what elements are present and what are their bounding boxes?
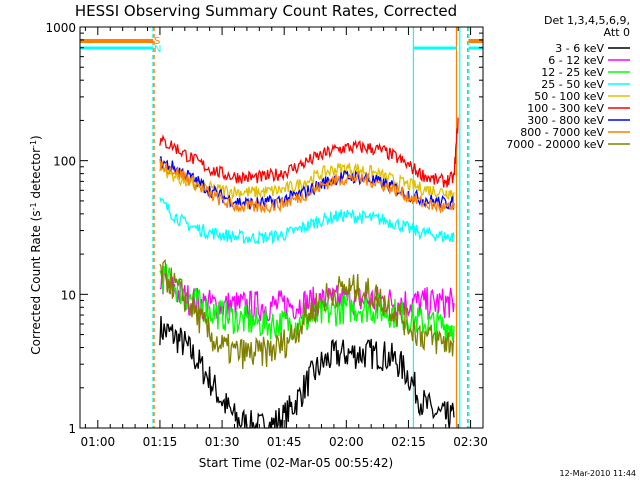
legend-label: 300 - 800 keV (527, 114, 604, 127)
series-7000-20000kev (159, 258, 455, 370)
legend-entry: 100 - 300 keV (527, 102, 630, 115)
series-3-6kev (159, 315, 455, 429)
series-100-300kev (159, 117, 459, 188)
x-tick-label: 01:15 (143, 435, 178, 449)
y-axis-label-end: ) (29, 135, 43, 140)
legend-label: 12 - 25 keV (541, 66, 604, 79)
plot-frame (79, 26, 484, 429)
y-axis-label-mid: detector (29, 148, 43, 203)
observing-intervals (152, 27, 470, 428)
saa-night-markers: SN (80, 36, 483, 55)
series-line (159, 197, 455, 245)
series-50-100kev (159, 161, 455, 201)
chart-title: HESSI Observing Summary Count Rates, Cor… (75, 2, 457, 20)
legend-entry: 25 - 50 keV (541, 78, 630, 91)
legend-label: 50 - 100 keV (534, 90, 604, 103)
y-tick-label: 10 (61, 288, 76, 302)
y-axis-label-main: Corrected Count Rate (s (29, 210, 43, 354)
y-tick-label: 100 (53, 155, 76, 169)
y-axis-label-sup2: -1 (29, 140, 38, 148)
x-tick-label: 02:30 (453, 435, 488, 449)
series-line (159, 117, 459, 188)
legend-label: 3 - 6 keV (555, 42, 604, 55)
legend-label: 7000 - 20000 keV (506, 138, 604, 151)
legend-entry: 800 - 7000 keV (520, 126, 630, 139)
legend-entry: 50 - 100 keV (534, 90, 630, 103)
series-25-50kev (159, 197, 455, 245)
series-300-800kev (159, 156, 455, 210)
series-6-12kev (159, 268, 455, 323)
series-line (159, 158, 455, 215)
x-tick-label: 01:00 (81, 435, 116, 449)
legend-entry: 300 - 800 keV (527, 114, 630, 127)
night-label: N (154, 44, 161, 55)
y-axis-label: Corrected Count Rate (s-1 detector-1) (29, 135, 44, 354)
footer-timestamp: 12-Mar-2010 11:44 (560, 469, 637, 478)
series-line (159, 156, 455, 210)
x-tick-label: 02:15 (391, 435, 426, 449)
y-tick-label: 1000 (45, 21, 76, 35)
x-axis-label: Start Time (02-Mar-05 00:55:42) (199, 456, 393, 470)
legend-entry: 6 - 12 keV (548, 54, 630, 67)
y-axis-label-sup1: -1 (29, 202, 38, 210)
legend-label: 800 - 7000 keV (520, 126, 604, 139)
axis-ticks: 01:00 01:15 01:30 01:45 02:00 02:15 02:30 1 10 10… (45, 21, 487, 449)
legend-title-line2: Att 0 (604, 26, 630, 39)
legend-entry: 7000 - 20000 keV (506, 138, 630, 151)
series-line (159, 315, 455, 429)
y-tick-label: 1 (68, 422, 76, 436)
series-line (159, 161, 455, 201)
legend-entry: 3 - 6 keV (555, 42, 630, 55)
saa-label: S (154, 36, 160, 47)
legend-title-line1: Det 1,3,4,5,6,9, (544, 14, 630, 27)
legend-label: 6 - 12 keV (548, 54, 604, 67)
series-800-7000kev (159, 158, 455, 215)
series-layer (159, 117, 459, 429)
legend-label: 100 - 300 keV (527, 102, 604, 115)
legend-entry: 12 - 25 keV (541, 66, 630, 79)
series-line (159, 268, 455, 323)
legend-label: 25 - 50 keV (541, 78, 604, 91)
series-line (159, 258, 455, 370)
x-tick-label: 01:45 (267, 435, 302, 449)
x-tick-label: 02:00 (329, 435, 364, 449)
x-tick-label: 01:30 (205, 435, 240, 449)
